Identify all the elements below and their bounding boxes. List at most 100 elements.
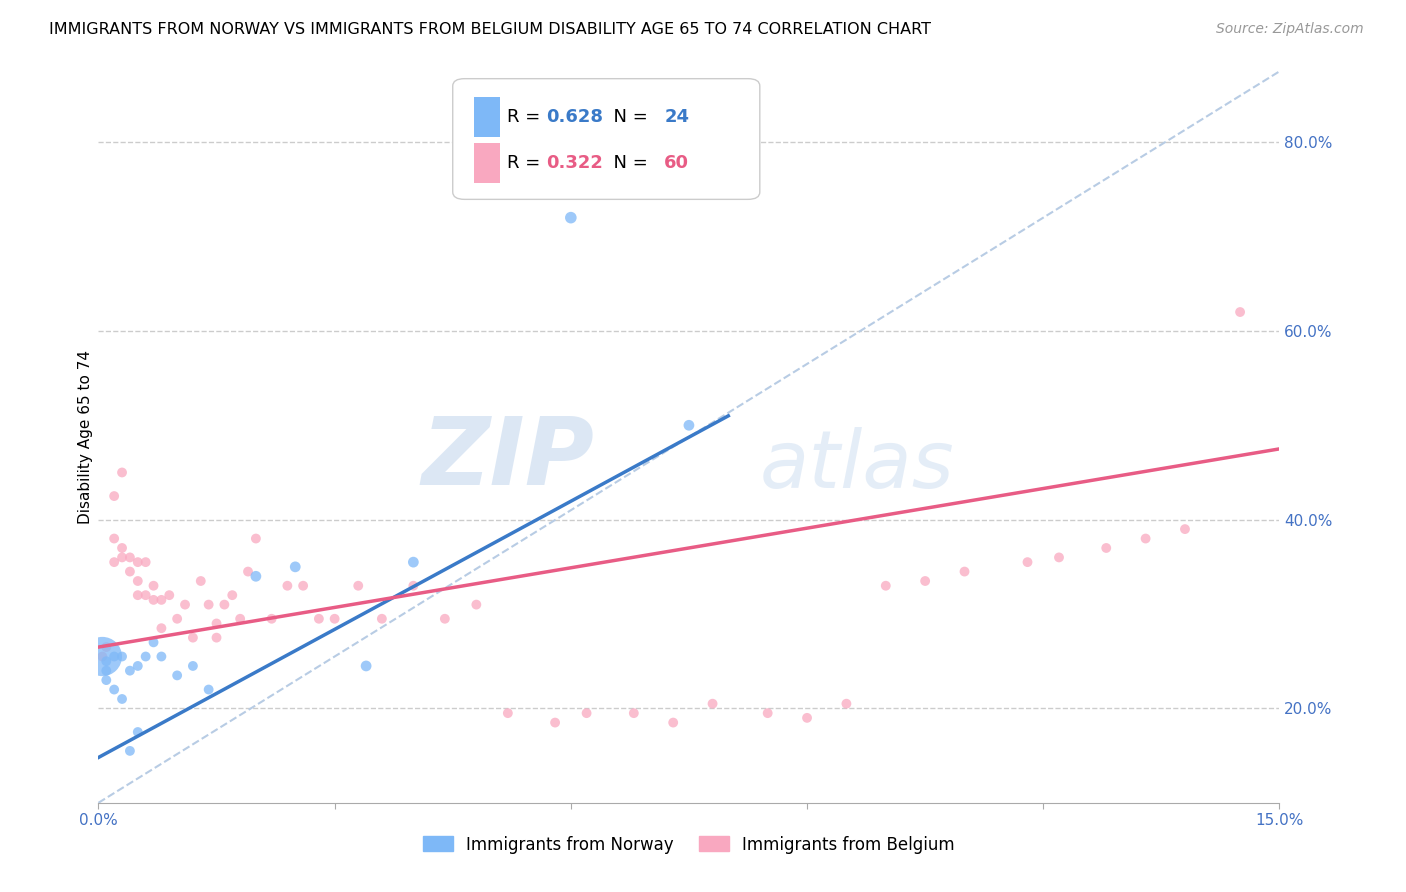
FancyBboxPatch shape — [474, 143, 501, 183]
Point — [135, 649, 157, 664]
Point — [127, 659, 149, 673]
Text: IMMIGRANTS FROM NORWAY VS IMMIGRANTS FROM BELGIUM DISABILITY AGE 65 TO 74 CORREL: IMMIGRANTS FROM NORWAY VS IMMIGRANTS FRO… — [49, 22, 931, 37]
Point — [678, 418, 700, 433]
Point — [103, 555, 125, 569]
Point — [347, 579, 370, 593]
Text: Source: ZipAtlas.com: Source: ZipAtlas.com — [1216, 22, 1364, 37]
Point — [371, 612, 394, 626]
Point — [150, 649, 173, 664]
Point — [465, 598, 488, 612]
Point — [91, 649, 114, 664]
Point — [260, 612, 283, 626]
Point — [135, 588, 157, 602]
Point — [127, 555, 149, 569]
Point — [118, 664, 141, 678]
Point — [190, 574, 212, 588]
Point — [796, 711, 818, 725]
Point — [276, 579, 298, 593]
Point — [166, 668, 188, 682]
Point — [127, 588, 149, 602]
Point — [103, 682, 125, 697]
Point — [292, 579, 315, 593]
Point — [702, 697, 724, 711]
Point — [197, 598, 219, 612]
Point — [142, 635, 165, 649]
Point — [575, 706, 598, 720]
Point — [197, 682, 219, 697]
FancyBboxPatch shape — [474, 96, 501, 136]
Point — [354, 659, 377, 673]
Point — [323, 612, 346, 626]
Point — [284, 559, 307, 574]
Point — [433, 612, 456, 626]
Y-axis label: Disability Age 65 to 74: Disability Age 65 to 74 — [77, 350, 93, 524]
Text: R =: R = — [508, 108, 546, 126]
Point — [181, 631, 204, 645]
Point — [1095, 541, 1118, 555]
Point — [875, 579, 897, 593]
Point — [835, 697, 858, 711]
Text: N =: N = — [602, 108, 652, 126]
Point — [96, 673, 118, 687]
Point — [103, 649, 125, 664]
Point — [221, 588, 243, 602]
Point — [150, 593, 173, 607]
Text: 0.322: 0.322 — [546, 153, 603, 172]
Point — [111, 466, 134, 480]
Point — [174, 598, 197, 612]
Point — [402, 579, 425, 593]
Point — [236, 565, 259, 579]
Point — [118, 744, 141, 758]
Point — [496, 706, 519, 720]
Point — [756, 706, 779, 720]
FancyBboxPatch shape — [453, 78, 759, 200]
Text: ZIP: ZIP — [422, 413, 595, 505]
Point — [127, 574, 149, 588]
Point — [544, 715, 567, 730]
Point — [166, 612, 188, 626]
Point — [308, 612, 330, 626]
Point — [96, 664, 118, 678]
Point — [229, 612, 252, 626]
Point — [953, 565, 976, 579]
Text: atlas: atlas — [759, 427, 955, 506]
Point — [662, 715, 685, 730]
Point — [111, 692, 134, 706]
Point — [181, 659, 204, 673]
Text: N =: N = — [602, 153, 652, 172]
Point — [245, 532, 267, 546]
Point — [157, 588, 180, 602]
Point — [914, 574, 936, 588]
Text: 24: 24 — [664, 108, 689, 126]
Point — [103, 489, 125, 503]
Point — [402, 555, 425, 569]
Point — [142, 579, 165, 593]
Point — [1017, 555, 1039, 569]
Point — [214, 598, 236, 612]
Point — [1135, 532, 1157, 546]
Point — [103, 532, 125, 546]
Point — [96, 654, 118, 668]
Point — [142, 593, 165, 607]
Text: R =: R = — [508, 153, 546, 172]
Legend: Immigrants from Norway, Immigrants from Belgium: Immigrants from Norway, Immigrants from … — [416, 829, 962, 860]
Point — [111, 649, 134, 664]
Point — [111, 550, 134, 565]
Point — [135, 555, 157, 569]
Text: 60: 60 — [664, 153, 689, 172]
Point — [118, 550, 141, 565]
Point — [1229, 305, 1251, 319]
Text: 0.628: 0.628 — [546, 108, 603, 126]
Point — [205, 616, 228, 631]
Point — [245, 569, 267, 583]
Point — [205, 631, 228, 645]
Point — [111, 541, 134, 555]
Point — [118, 565, 141, 579]
Point — [560, 211, 582, 225]
Point — [623, 706, 645, 720]
Point — [150, 621, 173, 635]
Point — [127, 725, 149, 739]
Point — [91, 649, 114, 664]
Point — [1047, 550, 1070, 565]
Point — [1174, 522, 1197, 536]
